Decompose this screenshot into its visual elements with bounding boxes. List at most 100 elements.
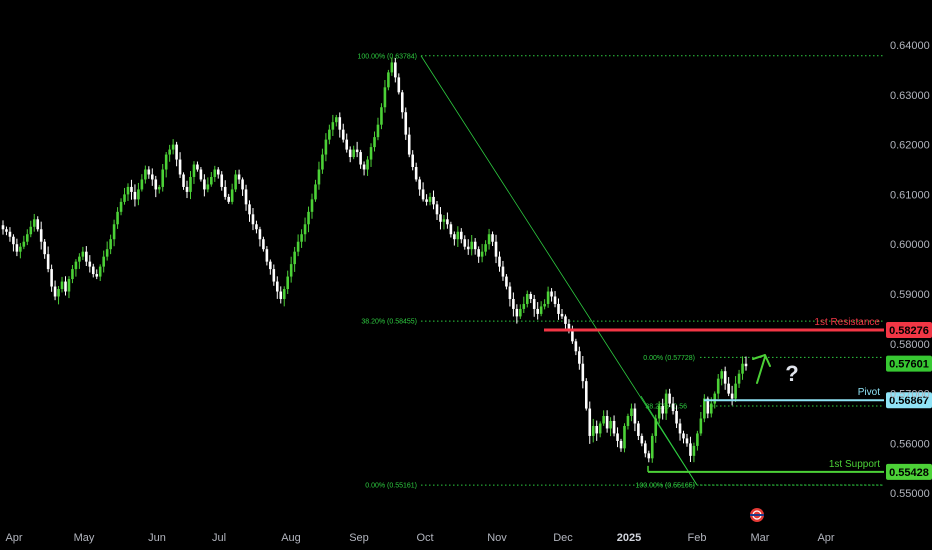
candle-body: [637, 423, 640, 436]
candle-body: [223, 186, 227, 197]
candle-body: [463, 239, 467, 247]
candle-body: [383, 87, 387, 108]
candle-body: [584, 381, 588, 409]
fib-level-label: 0.00% (0.57728): [643, 355, 695, 362]
fib-level-label: 100.00% (0.55165): [635, 482, 695, 489]
fib-trendline: [420, 55, 698, 486]
candle-body: [109, 239, 112, 250]
candle-body: [532, 298, 536, 309]
price-tick-label: 0.64000: [890, 40, 930, 52]
price-tick-label: 0.57000: [890, 389, 930, 401]
candle-body: [439, 214, 442, 222]
candle-body: [130, 186, 133, 192]
time-tick-label: Feb: [688, 532, 707, 544]
candle-body: [39, 229, 43, 242]
price-tick-label: 0.58000: [890, 339, 930, 351]
currency-flag-icon[interactable]: [750, 508, 764, 522]
candle-body: [487, 234, 491, 245]
candle-body: [116, 211, 119, 225]
time-tick-label: Aug: [281, 532, 301, 544]
time-tick-label: Oct: [416, 532, 433, 544]
candle-body: [730, 393, 734, 399]
level-name-2: 1st Support: [829, 459, 880, 470]
candle-body: [494, 241, 498, 257]
candle-body: [633, 408, 637, 424]
candle-body: [567, 323, 571, 332]
candle-body: [279, 291, 283, 299]
candle-body: [352, 149, 355, 158]
fib-trendline: [640, 395, 698, 486]
candle-body: [282, 289, 286, 299]
candle-body: [432, 196, 435, 205]
time-axis[interactable]: Apr May Jun Jul Aug Sep Oct Nov Dec 2025 Feb Mar Apr: [5, 508, 835, 544]
price-axis[interactable]: 0.64000 0.63000 0.62000 0.61000 0.60000 0.590…: [890, 40, 930, 500]
candle-body: [265, 249, 269, 262]
up-arrow-shaft: [756, 356, 766, 384]
candle-body: [546, 291, 550, 304]
candle-body: [230, 189, 234, 202]
candle-body: [616, 433, 619, 441]
candle-body: [335, 117, 338, 123]
candle-body: [359, 152, 362, 165]
candle-body: [539, 306, 543, 314]
candle-body: [241, 179, 244, 190]
candle-body: [376, 124, 380, 138]
candle-body: [210, 176, 213, 185]
price-tick-label: 0.60000: [890, 239, 930, 251]
candle-body: [466, 246, 470, 250]
candle-body: [85, 251, 88, 262]
candle-body: [50, 269, 53, 287]
candle-body: [723, 371, 727, 384]
candle-body: [275, 281, 279, 292]
time-tick-label: Dec: [553, 532, 573, 544]
candle-body: [716, 378, 720, 394]
candle-body: [709, 403, 713, 414]
key-levels: 1st Resistance 0.58276 Pivot 0.56867 1st Sup…: [544, 317, 932, 480]
candle-body: [345, 139, 349, 150]
candle-body: [8, 231, 12, 237]
flag-stripe: [750, 514, 764, 516]
candle-body: [571, 331, 574, 342]
candle-body: [64, 281, 67, 292]
candle-body: [453, 234, 456, 240]
candle-body: [734, 383, 737, 399]
candle-body: [668, 393, 671, 404]
candle-body: [150, 174, 154, 180]
candle-body: [310, 199, 314, 212]
candle-body: [557, 303, 560, 314]
candle-body: [185, 186, 189, 192]
candle-body: [696, 433, 699, 446]
question-mark: ?: [785, 361, 798, 386]
candle-body: [501, 266, 505, 277]
candle-body: [43, 241, 46, 255]
candle-body: [355, 149, 359, 153]
candle-body: [623, 425, 626, 449]
candle-body: [574, 341, 578, 352]
level-price-tag-1: [886, 392, 932, 409]
candle-body: [78, 256, 81, 262]
candle-body: [140, 179, 144, 190]
price-tick-label: 0.56000: [890, 438, 930, 450]
candle-body: [605, 416, 609, 429]
candle-body: [32, 219, 36, 227]
candle-body: [272, 269, 276, 282]
candle-body: [380, 107, 383, 125]
level-price-value-1: 0.56867: [889, 395, 929, 407]
time-tick-label: May: [74, 532, 95, 544]
time-tick-label: Jul: [212, 532, 226, 544]
candle-body: [105, 249, 109, 257]
candle-body: [713, 393, 717, 404]
candle-body: [196, 164, 199, 170]
candle-body: [57, 289, 60, 297]
candle-body: [703, 398, 706, 419]
candle-body: [182, 174, 185, 187]
candle-body: [418, 179, 421, 190]
candle-body: [543, 303, 546, 307]
candle-body: [293, 251, 296, 265]
candle-body: [508, 286, 512, 299]
candle-body: [147, 169, 151, 175]
candle-body: [123, 194, 126, 202]
candle-body: [512, 298, 515, 309]
